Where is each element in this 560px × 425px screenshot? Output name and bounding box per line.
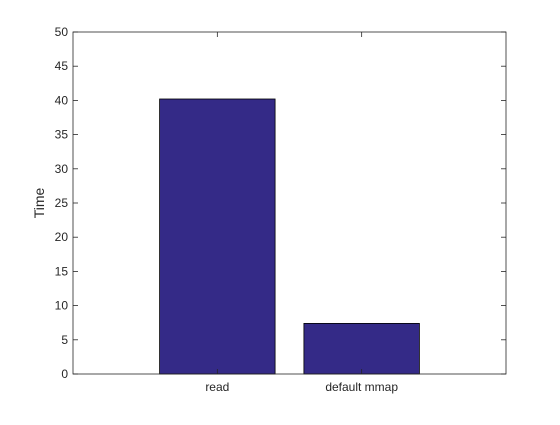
x-tick-label: default mmap xyxy=(325,380,398,394)
y-tick-label: 40 xyxy=(55,93,69,107)
bar-default-mmap xyxy=(303,322,420,375)
y-tick-label: 0 xyxy=(61,367,68,381)
axes-box xyxy=(72,31,507,375)
y-tick-label: 30 xyxy=(55,162,69,176)
x-tick-label: read xyxy=(205,380,229,394)
y-axis-label: Time xyxy=(31,187,47,218)
y-tick-label: 35 xyxy=(55,128,69,142)
y-tick-label: 15 xyxy=(55,264,69,278)
y-tick-label: 45 xyxy=(55,59,69,73)
y-tick-label: 50 xyxy=(55,25,69,39)
y-tick-label: 25 xyxy=(55,196,69,210)
bar-read xyxy=(159,98,276,375)
y-tick-label: 20 xyxy=(55,230,69,244)
y-tick-label: 5 xyxy=(61,333,68,347)
plot-area: read default mmap 0 5 10 15 20 25 30 35 40 45 50 xyxy=(55,25,507,394)
y-tick-label: 10 xyxy=(55,299,69,313)
